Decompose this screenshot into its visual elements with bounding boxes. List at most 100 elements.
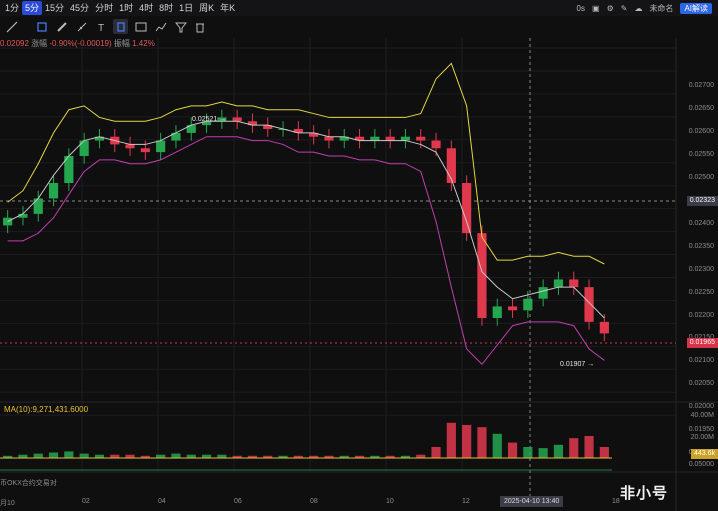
volume-bar [186, 454, 196, 458]
volume-bar [584, 436, 594, 458]
volume-bar [523, 447, 533, 458]
top-right-controls: 0s ▣ ⚙ ✎ ☁ 未命名 AI解读 [577, 0, 712, 16]
filter-tool-icon[interactable] [173, 19, 188, 34]
info-amplitude: 1.42% [132, 39, 155, 48]
ai-analysis-button[interactable]: AI解读 [680, 2, 712, 14]
price-tick: 0.02700 [688, 82, 714, 89]
candle-body [385, 136, 395, 141]
settings-icon[interactable]: ⚙ [606, 3, 614, 13]
volume-bar [507, 442, 518, 458]
timeframe-button[interactable]: 年K [220, 3, 236, 13]
candle-body [217, 117, 227, 122]
volume-bar [492, 433, 502, 458]
timeframe-button[interactable]: 45分 [70, 3, 90, 13]
cloud-icon[interactable]: ☁ [634, 3, 643, 13]
amplitude-label: 振幅 [113, 39, 130, 48]
candle-body [293, 129, 303, 133]
volume-bar [309, 455, 319, 458]
account-name[interactable]: 未命名 [649, 3, 674, 13]
info-price: 0.02092 [0, 39, 29, 48]
exchange-note: 币OKX合约交易对 [0, 480, 57, 487]
timeframe-button[interactable]: 15分 [45, 3, 65, 13]
candle-body [416, 136, 426, 141]
volume-bar [201, 454, 212, 458]
volume-bar [48, 452, 59, 458]
candle-body [400, 136, 411, 141]
volume-bar [232, 455, 242, 458]
candle-body [309, 132, 319, 137]
candle-body [553, 279, 564, 288]
band-line-upper [7, 62, 605, 265]
volume-bar [293, 455, 303, 458]
drawing-toolbar: T [0, 16, 718, 38]
price-tick: 0.01950 [688, 426, 714, 434]
edit-icon[interactable]: ✎ [620, 3, 628, 13]
timeframe-button[interactable]: 4时 [139, 3, 154, 13]
text-tool-icon[interactable]: T [94, 19, 109, 34]
candle-body [18, 213, 28, 218]
volume-bar [217, 454, 227, 458]
volume-tick: 0.05000 [688, 461, 714, 468]
candle-body [48, 183, 59, 199]
candle-body [370, 136, 380, 141]
image-tool-icon[interactable] [133, 19, 148, 34]
candle-body [201, 121, 212, 126]
high-annotation: 0.02521 → [192, 116, 227, 123]
volume-tick: 20.00M [690, 434, 714, 441]
volume-bar [171, 453, 181, 458]
price-tick: 0.02250 [688, 288, 714, 296]
timeframe-button[interactable]: 周K [199, 3, 215, 13]
price-tick: 0.02650 [688, 104, 714, 112]
camera-icon[interactable]: ▣ [592, 3, 600, 13]
price-tick: 0.02400 [688, 219, 714, 227]
low-value: 0.01907 [560, 361, 586, 368]
price-tick: 0.02200 [688, 311, 714, 319]
candle-body [94, 136, 105, 141]
timeframe-button[interactable]: 5分 [22, 1, 43, 15]
time-label: 12 [462, 498, 470, 505]
candle-body [492, 306, 502, 318]
candle-body [64, 156, 74, 183]
price-tick: 0.02550 [688, 150, 714, 158]
timeframe-button[interactable]: 1时 [119, 3, 134, 13]
volume-bar [477, 427, 487, 458]
brush-tool-icon[interactable] [113, 19, 128, 34]
timeframe-button[interactable]: 1分 [5, 3, 20, 13]
time-label: 10 [386, 498, 394, 505]
volume-bar [416, 454, 426, 458]
candle-body [247, 121, 258, 126]
candle-body [186, 125, 196, 133]
timeframe-button[interactable]: 8时 [159, 3, 174, 13]
volume-bar [538, 448, 548, 458]
time-label: 月10 [0, 500, 15, 507]
volume-bar [140, 455, 150, 458]
crop-tool-icon[interactable] [34, 19, 49, 34]
price-tick: 0.02050 [688, 380, 714, 388]
watermark-logo: 非小号 [620, 485, 669, 502]
ruler-tool-icon[interactable] [74, 19, 89, 34]
candle-body [599, 321, 609, 334]
chart-tool-icon[interactable] [153, 19, 168, 34]
volume-bar [125, 454, 135, 458]
price-axis: 0.02700 0.02650 0.02600 0.02550 0.02500 0.024… [676, 38, 718, 510]
candle-body [477, 233, 487, 318]
timeframe-button[interactable]: 分时 [95, 3, 114, 13]
volume-bar [18, 454, 28, 458]
candle-body [156, 140, 166, 153]
trendline-tool-icon[interactable] [4, 19, 19, 34]
candle-body [263, 125, 273, 129]
timeframe-button[interactable]: 1日 [179, 3, 194, 13]
timeframe-list: 1分 5分 15分 45分 分时 1时 4时 8时 1日 周K 年K [0, 1, 238, 15]
candle-body [507, 306, 518, 311]
volume-bar [110, 454, 120, 458]
candle-body [232, 117, 242, 122]
pencil-tool-icon[interactable] [54, 19, 69, 34]
volume-bar [3, 455, 13, 458]
candle-body [125, 144, 135, 149]
price-tick: 0.02150 [689, 334, 714, 341]
time-label: 08 [310, 498, 318, 505]
trash-icon[interactable] [192, 19, 207, 34]
candle-body [33, 198, 43, 214]
band-line-middle [7, 120, 605, 319]
